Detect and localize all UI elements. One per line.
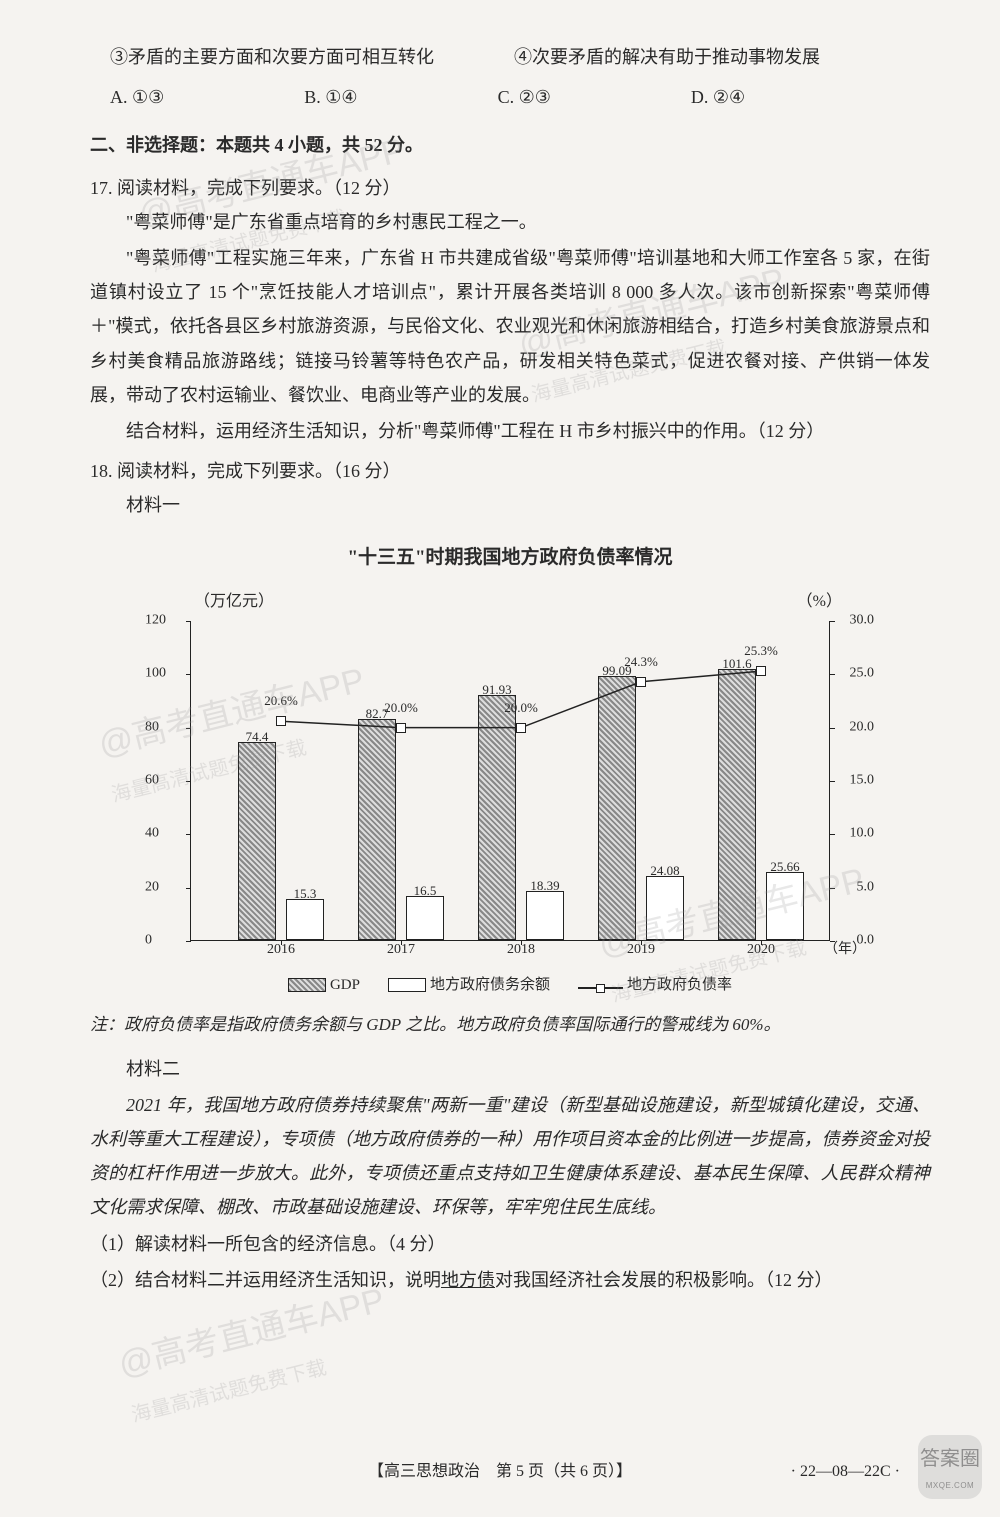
ytick-right: 15.0	[850, 768, 875, 795]
ytick-right: 5.0	[857, 874, 875, 901]
right-axis-unit: （%）	[797, 587, 842, 617]
legend-rate-swatch	[578, 984, 623, 993]
rate-marker	[756, 666, 766, 676]
ytick-left: 100	[145, 661, 166, 688]
ytick-left: 0	[145, 928, 152, 955]
answer-badge: 答案圈 MXQE.COM	[918, 1435, 982, 1499]
rate-label: 20.6%	[264, 689, 298, 714]
rate-label: 20.0%	[384, 695, 418, 720]
chart-plot: （年） 0204060801001200.05.010.015.020.025.…	[190, 621, 830, 941]
option-b: B. ①④	[304, 80, 357, 114]
chart-title: "十三五"时期我国地方政府负债率情况	[170, 540, 850, 576]
legend-gdp: GDP	[288, 971, 360, 1000]
ytick-right: 25.0	[850, 661, 875, 688]
rate-marker	[636, 677, 646, 687]
rate-label: 20.0%	[504, 695, 538, 720]
ytick-left: 80	[145, 714, 159, 741]
legend-debt-swatch	[388, 978, 426, 992]
ytick-right: 30.0	[850, 608, 875, 635]
option-a: A. ①③	[110, 80, 164, 114]
ytick-left: 60	[145, 768, 159, 795]
q18-title: 18. 阅读材料，完成下列要求。（16 分）	[90, 454, 930, 488]
statement-3: ③矛盾的主要方面和次要方面可相互转化	[110, 40, 434, 74]
q18-sub1: （1）解读材料一所包含的经济信息。（4 分）	[90, 1227, 930, 1261]
legend-rate: 地方政府负债率	[578, 971, 732, 1000]
q17-p2: "粤菜师傅"工程实施三年来，广东省 H 市共建成省级"粤菜师傅"培训基地和大师工…	[90, 241, 930, 412]
q17-title: 17. 阅读材料，完成下列要求。（12 分）	[90, 171, 930, 205]
chart-note: 注：政府负债率是指政府债务余额与 GDP 之比。地方政府负债率国际通行的警戒线为…	[90, 1009, 930, 1041]
ytick-right: 0.0	[857, 928, 875, 955]
options-row: A. ①③ B. ①④ C. ②③ D. ②④	[90, 80, 930, 114]
ytick-right: 20.0	[850, 714, 875, 741]
page-footer: 【高三思想政治 第 5 页（共 6 页）】 · 22—08—22C ·	[0, 1457, 1000, 1487]
statement-4: ④次要矛盾的解决有助于推动事物发展	[514, 40, 820, 74]
section-2-heading: 二、非选择题：本题共 4 小题，共 52 分。	[90, 128, 930, 162]
q18-mat1: 材料一	[90, 488, 930, 522]
footer-right: · 22—08—22C ·	[791, 1457, 900, 1487]
rate-label: 24.3%	[624, 650, 658, 675]
rate-label: 25.3%	[744, 639, 778, 664]
q18-p2: 2021 年，我国地方政府债券持续聚焦"两新一重"建设（新型基础设施建设，新型城…	[90, 1088, 930, 1225]
ytick-left: 120	[145, 608, 166, 635]
q17-p1: "粤菜师傅"是广东省重点培育的乡村惠民工程之一。	[90, 205, 930, 239]
legend-gdp-swatch	[288, 978, 326, 992]
rate-marker	[516, 723, 526, 733]
rate-marker	[396, 723, 406, 733]
debt-chart: "十三五"时期我国地方政府负债率情况 （万亿元） （%） （年） 0204060…	[170, 540, 850, 999]
rate-marker	[276, 716, 286, 726]
option-d: D. ②④	[691, 80, 745, 114]
ytick-left: 40	[145, 821, 159, 848]
q18-mat2: 材料二	[90, 1052, 930, 1086]
ytick-left: 20	[145, 874, 159, 901]
left-axis-unit: （万亿元）	[194, 587, 274, 617]
chart-legend: GDP 地方政府债务余额 地方政府负债率	[170, 971, 850, 1000]
ytick-right: 10.0	[850, 821, 875, 848]
option-c: C. ②③	[498, 80, 551, 114]
footer-center: 【高三思想政治 第 5 页（共 6 页）】	[368, 1463, 632, 1480]
legend-debt: 地方政府债务余额	[388, 971, 550, 1000]
q18-sub2: （2）结合材料二并运用经济生活知识，说明地方债对我国经济社会发展的积极影响。（1…	[90, 1263, 930, 1297]
q17-p3: 结合材料，运用经济生活知识，分析"粤菜师傅"工程在 H 市乡村振兴中的作用。（1…	[90, 414, 930, 448]
